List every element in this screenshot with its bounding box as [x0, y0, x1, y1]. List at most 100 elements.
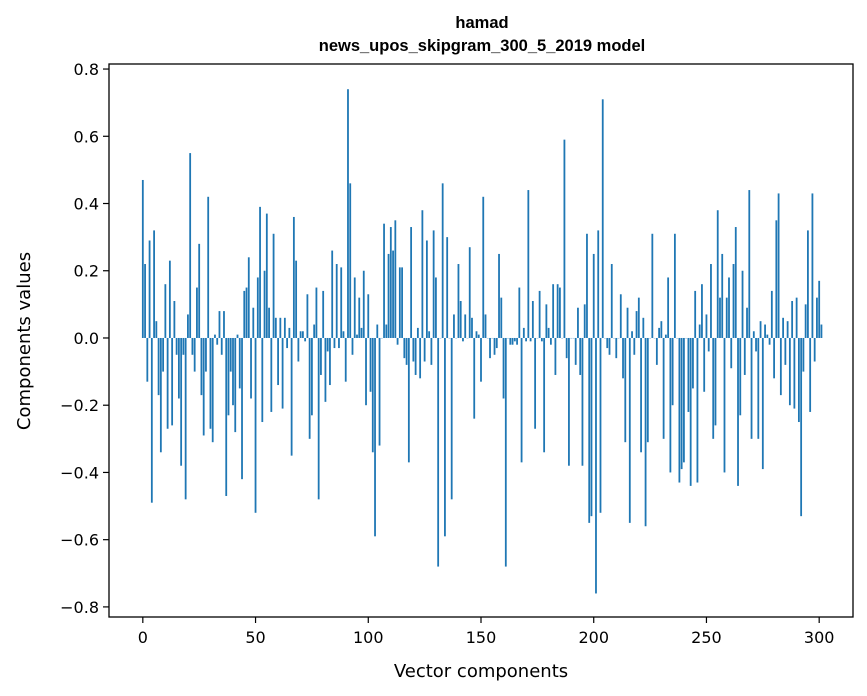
bar-137 — [450, 337, 453, 500]
bar-159 — [500, 297, 503, 338]
bar-29 — [207, 196, 210, 338]
bar-124 — [421, 210, 424, 338]
bar-172 — [529, 337, 532, 342]
bar-272 — [755, 337, 757, 352]
bar-247 — [698, 324, 701, 338]
bar-125 — [423, 337, 426, 362]
bar-126 — [425, 240, 428, 338]
bar-201 — [595, 337, 597, 594]
bar-267 — [743, 337, 746, 375]
x-axis-label: Vector components — [394, 661, 568, 682]
bar-52 — [259, 206, 261, 338]
bar-21 — [189, 153, 192, 338]
bar-253 — [712, 337, 715, 439]
bar-23 — [193, 337, 196, 372]
bar-284 — [782, 317, 785, 338]
bar-283 — [779, 337, 782, 396]
bar-25 — [198, 243, 201, 338]
bar-108 — [385, 324, 388, 338]
bar-256 — [719, 297, 721, 338]
bar-67 — [292, 216, 295, 338]
bar-111 — [392, 250, 394, 338]
bar-180 — [547, 327, 550, 338]
bar-208 — [610, 264, 613, 338]
bar-130 — [435, 277, 437, 338]
bar-164 — [511, 337, 514, 345]
bar-101 — [369, 337, 372, 392]
bar-73 — [306, 294, 309, 338]
bar-28 — [205, 337, 207, 372]
bar-269 — [748, 190, 751, 338]
chart-title-line1: hamad — [455, 14, 508, 32]
bar-50 — [254, 337, 257, 513]
bar-90 — [344, 337, 347, 382]
bar-116 — [403, 337, 406, 359]
bar-98 — [362, 270, 365, 338]
bar-115 — [401, 267, 403, 338]
y-tick-label: 0.0 — [74, 329, 99, 348]
bar-156 — [493, 337, 496, 355]
bar-51 — [256, 277, 259, 338]
bar-87 — [338, 337, 340, 349]
bar-240 — [683, 337, 685, 463]
bar-8 — [159, 337, 162, 453]
bar-86 — [335, 264, 338, 338]
bar-166 — [516, 337, 518, 345]
bar-216 — [628, 337, 631, 523]
bar-121 — [414, 337, 417, 375]
bar-16 — [177, 337, 180, 399]
y-tick-label: −0.8 — [60, 598, 99, 617]
bar-39 — [229, 337, 232, 372]
bar-210 — [615, 337, 618, 359]
bar-135 — [446, 237, 449, 338]
bar-91 — [347, 89, 349, 338]
bar-218 — [633, 337, 636, 355]
bar-61 — [279, 317, 282, 338]
y-tick-label: 0.6 — [74, 127, 99, 146]
bar-63 — [283, 317, 286, 338]
bar-228 — [655, 337, 658, 365]
y-tick-label: −0.4 — [60, 463, 99, 482]
bar-122 — [416, 327, 419, 338]
bar-93 — [351, 337, 354, 355]
bar-195 — [581, 337, 584, 466]
bar-113 — [396, 337, 399, 345]
y-tick-label: 0.8 — [74, 60, 99, 79]
bar-192 — [574, 337, 577, 365]
bar-2 — [146, 337, 149, 382]
bar-38 — [227, 337, 230, 416]
bar-207 — [608, 337, 611, 355]
bar-233 — [667, 277, 670, 338]
bar-285 — [784, 337, 787, 365]
bar-213 — [622, 337, 624, 379]
y-tick-label: −0.2 — [60, 396, 99, 415]
bar-103 — [374, 337, 376, 537]
bar-56 — [268, 307, 270, 338]
bar-266 — [741, 270, 744, 338]
bar-193 — [577, 307, 579, 338]
bar-196 — [583, 304, 586, 338]
bar-95 — [356, 334, 358, 338]
bar-258 — [723, 337, 726, 473]
bar-4 — [150, 337, 153, 503]
bar-6 — [155, 321, 158, 338]
bar-182 — [552, 284, 555, 338]
bar-32 — [214, 334, 216, 338]
bar-244 — [692, 337, 694, 389]
bar-301 — [820, 324, 823, 338]
bar-270 — [750, 337, 753, 439]
bar-261 — [730, 337, 733, 369]
bar-45 — [243, 290, 246, 338]
bar-279 — [770, 290, 773, 338]
bar-18 — [182, 337, 185, 355]
x-tick-label: 300 — [804, 628, 835, 647]
bar-24 — [196, 287, 198, 338]
bar-0 — [141, 179, 144, 338]
bar-286 — [786, 321, 789, 338]
bar-31 — [211, 337, 214, 443]
bar-134 — [444, 337, 446, 537]
bar-140 — [457, 264, 460, 338]
bar-57 — [270, 337, 273, 412]
bar-206 — [606, 337, 609, 349]
bar-197 — [586, 233, 588, 338]
